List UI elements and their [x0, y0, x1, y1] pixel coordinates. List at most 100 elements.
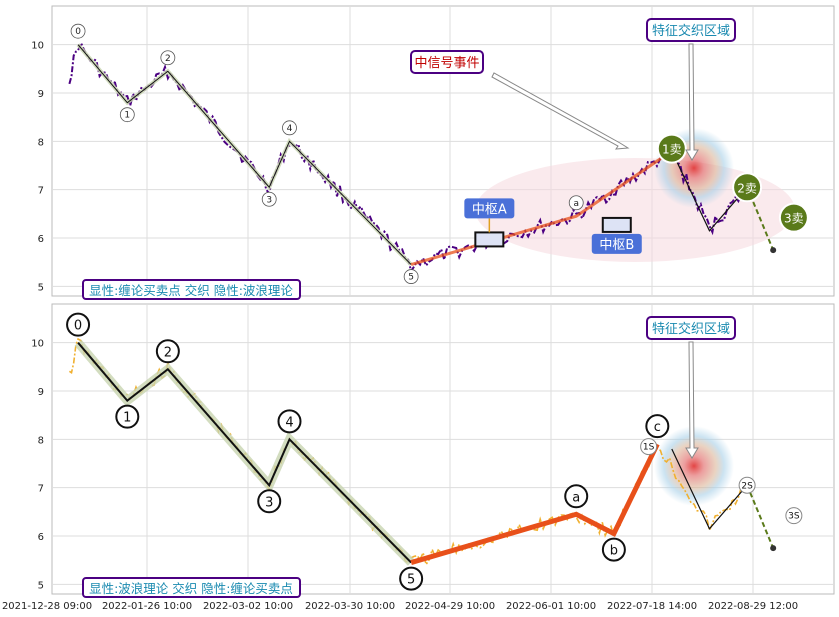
- bottom-feature-zone-box: [646, 316, 736, 340]
- wave-label-4: 4: [282, 120, 297, 136]
- sell-point-1: 1卖: [656, 133, 687, 164]
- corrective-wave: [410, 149, 673, 267]
- y-tick-label: 5: [38, 580, 44, 591]
- signal-event-arrow: [491, 72, 630, 150]
- svg-text:2S: 2S: [741, 481, 753, 491]
- svg-text:1卖: 1卖: [662, 143, 682, 157]
- x-tick-label: 2022-07-18 14:00: [607, 601, 697, 612]
- wave-label-3: 3: [257, 489, 282, 514]
- svg-text:2: 2: [165, 54, 171, 64]
- projection-end-dot: [770, 247, 777, 254]
- sell-point-2: 2卖: [732, 172, 763, 203]
- bottom-plot-frame: [51, 303, 835, 595]
- x-tick-label: 2022-03-30 10:00: [305, 601, 395, 612]
- impulse-wave: [77, 342, 412, 564]
- wave-label-5: 5: [399, 566, 424, 591]
- top-feature-zone-arrow: [685, 43, 699, 161]
- x-tick-label: 2022-06-01 10:00: [506, 601, 596, 612]
- impulse-band: [74, 339, 415, 566]
- wave-label-a: a: [568, 195, 584, 211]
- svg-text:1S: 1S: [643, 443, 655, 453]
- top-footer-box: [82, 279, 301, 300]
- impulse-band: [76, 43, 413, 266]
- wave-label-1: 1: [119, 107, 135, 123]
- bottom-feature-zone: [654, 426, 734, 506]
- x-tick-label: 2022-03-02 10:00: [203, 601, 293, 612]
- top-panel: 5 6 7 8 9 10 0 1 2 3 4 5 a 1卖 2卖 3卖 中枢A 中枢B 中信号事件 特征交织…: [31, 5, 835, 300]
- corrective-wave: [410, 443, 660, 565]
- svg-text:3S: 3S: [788, 512, 800, 522]
- bottom-footer-label: 显性:波浪理论 交织 隐性:缠论买卖点: [89, 581, 293, 596]
- svg-text:4: 4: [287, 124, 293, 134]
- svg-text:c: c: [654, 420, 661, 435]
- signal-event-label: 中信号事件: [414, 56, 479, 71]
- top-footer-label: 显性:缠论买卖点 交织 隐性:波浪理论: [89, 283, 293, 298]
- sell-point-3: 3S: [785, 507, 803, 525]
- top-plot-frame: [51, 5, 835, 297]
- bottom-feature-zone-label: 特征交织区域: [652, 321, 730, 337]
- svg-text:5: 5: [407, 573, 415, 588]
- svg-text:0: 0: [74, 319, 82, 334]
- y-tick-label: 8: [38, 137, 44, 148]
- svg-text:0: 0: [75, 27, 81, 37]
- svg-text:3: 3: [265, 495, 273, 510]
- top-y-ticks: 5 6 7 8 9 10: [31, 41, 44, 294]
- svg-text:1: 1: [123, 411, 131, 426]
- post-peak-wave: [671, 150, 748, 232]
- svg-text:a: a: [573, 199, 579, 209]
- bottom-wave-labels: 0 1 2 3 4 5 a b c: [66, 312, 670, 591]
- y-tick-label: 8: [38, 435, 44, 446]
- y-tick-label: 9: [38, 89, 44, 100]
- y-tick-label: 6: [38, 532, 44, 543]
- bottom-footer-box: [82, 577, 301, 598]
- y-tick-label: 9: [38, 387, 44, 398]
- x-tick-label: 2022-01-26 10:00: [102, 601, 192, 612]
- wave-label-c: c: [645, 414, 670, 439]
- bottom-wave-lines: [74, 339, 777, 566]
- bottom-sell-points: 1S 2S 3S: [640, 438, 803, 525]
- svg-text:3: 3: [266, 195, 272, 205]
- svg-text:中枢A: 中枢A: [472, 202, 507, 217]
- svg-text:中枢B: 中枢B: [599, 238, 634, 253]
- y-tick-label: 6: [38, 234, 44, 245]
- svg-text:a: a: [572, 490, 580, 505]
- pivot-label-a: 中枢A: [464, 198, 515, 248]
- top-wave-lines: [76, 43, 777, 267]
- sell-point-1: 1S: [640, 438, 658, 456]
- top-pivot-labels: 中枢A 中枢B: [464, 198, 642, 254]
- wave-label-4: 4: [277, 409, 302, 434]
- wave-label-5: 5: [403, 269, 419, 284]
- pivot-label-b: 中枢B: [591, 216, 642, 254]
- top-feature-zone-box: [646, 18, 736, 42]
- top-sell-points: 1卖 2卖 3卖: [656, 133, 809, 233]
- wave-label-1: 1: [115, 404, 140, 429]
- top-feature-zone-label: 特征交织区域: [652, 23, 730, 39]
- svg-text:1: 1: [124, 111, 130, 121]
- bottom-panel: 5 6 7 8 9 10 0 1 2 3 4 5 a b c 1S 2S 3S 特征交织区域 显性:波浪理论 …: [31, 303, 835, 598]
- wave-label-2: 2: [160, 50, 176, 66]
- wave-label-0: 0: [70, 23, 86, 39]
- wave-label-b: b: [601, 537, 626, 562]
- sell-point-3: 3卖: [778, 202, 809, 233]
- svg-text:5: 5: [408, 273, 414, 283]
- svg-text:4: 4: [285, 415, 293, 430]
- y-tick-label: 7: [38, 186, 44, 197]
- x-tick-label: 2021-12-28 09:00: [2, 601, 92, 612]
- top-wave-labels: 0 1 2 3 4 5 a: [70, 23, 584, 284]
- y-tick-label: 5: [38, 282, 44, 293]
- wave-label-3: 3: [261, 191, 277, 207]
- wave-label-2: 2: [155, 339, 180, 364]
- svg-text:b: b: [610, 544, 618, 559]
- x-tick-label: 2022-04-29 10:00: [405, 601, 495, 612]
- post-peak-wave: [671, 448, 748, 530]
- svg-text:2: 2: [164, 345, 172, 360]
- x-tick-label: 2022-08-29 12:00: [708, 601, 798, 612]
- x-axis-ticks: 2021-12-28 09:00 2022-01-26 10:00 2022-03-…: [2, 601, 798, 612]
- y-tick-label: 10: [31, 339, 44, 350]
- projection-end-dot: [770, 545, 777, 552]
- svg-text:2卖: 2卖: [737, 181, 757, 195]
- projection-arrow: [746, 484, 775, 549]
- y-tick-label: 7: [38, 484, 44, 495]
- sell-point-2: 2S: [738, 476, 756, 494]
